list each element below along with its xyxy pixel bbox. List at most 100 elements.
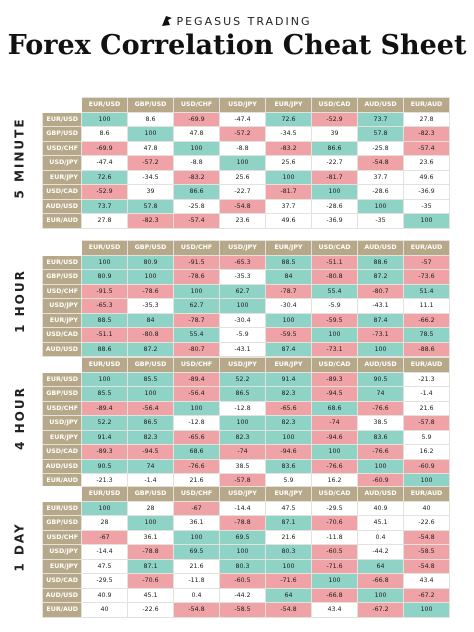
correlation-cell: 86.6 <box>311 140 358 156</box>
correlation-cell: 100 <box>81 500 128 516</box>
table-row: USD/JPY -65.3 -35.3 62.7 100 -30.4 -5.9 -43.1 11… <box>42 298 450 314</box>
correlation-cell: 100 <box>219 155 266 171</box>
column-header: EUR/USD <box>81 240 128 256</box>
section-2: 4 HOUR EUR/USD GBP/USD USD/CHF USD/JPY EUR/JP… <box>0 357 474 489</box>
correlation-cell: 38.5 <box>219 458 266 474</box>
row-header: EUR/USD <box>42 111 82 127</box>
correlation-cell: -57.4 <box>403 140 450 156</box>
correlation-cell: -78.8 <box>219 515 266 531</box>
correlation-cell: 47.8 <box>127 140 174 156</box>
correlation-cell: -83.2 <box>173 169 220 185</box>
correlation-cell: 100 <box>219 415 266 431</box>
correlation-table: EUR/USD GBP/USD USD/CHF USD/JPY EUR/JPY USD/C… <box>42 97 450 229</box>
correlation-cell: -57.8 <box>403 415 450 431</box>
correlation-cell: 72.6 <box>81 169 128 185</box>
correlation-cell: -76.6 <box>173 458 220 474</box>
table-row: USD/CHF -69.9 47.8 100 -8.8 -83.2 86.6 -25.8 -57… <box>42 140 450 156</box>
column-header: EUR/USD <box>81 357 128 373</box>
correlation-cell: 100 <box>265 312 312 328</box>
pegasus-logo-icon <box>162 16 173 26</box>
row-header: AUD/USD <box>42 587 82 603</box>
timeframe-label: 4 HOUR <box>13 386 28 450</box>
correlation-cell: -58.5 <box>403 544 450 560</box>
correlation-cell: 100 <box>403 473 450 489</box>
correlation-cell: -43.1 <box>357 298 404 314</box>
correlation-cell: 82.3 <box>219 429 266 445</box>
correlation-cell: 21.6 <box>265 529 312 545</box>
correlation-cell: 36.1 <box>127 529 174 545</box>
column-header: USD/CHF <box>173 486 220 502</box>
correlation-cell: 100 <box>311 184 358 200</box>
correlation-cell: -67 <box>81 529 128 545</box>
correlation-cell: -69.9 <box>81 140 128 156</box>
correlation-cell: 40.9 <box>81 587 128 603</box>
correlation-cell: 100 <box>81 254 128 270</box>
correlation-cell: -71.6 <box>265 573 312 589</box>
column-header: USD/JPY <box>219 97 266 113</box>
table-row: USD/CHF -89.4 -56.4 100 -12.8 -65.6 68.6 -76.6 2… <box>42 400 450 416</box>
correlation-cell: -28.6 <box>311 198 358 214</box>
correlation-cell: -69.9 <box>173 111 220 127</box>
correlation-cell: 36.1 <box>173 515 220 531</box>
correlation-cell: 8.6 <box>127 111 174 127</box>
correlation-cell: -47.4 <box>219 111 266 127</box>
correlation-cell: -56.4 <box>127 400 174 416</box>
column-header: EUR/JPY <box>265 240 312 256</box>
row-header: EUR/JPY <box>42 169 82 185</box>
correlation-cell: -76.6 <box>311 458 358 474</box>
table-row: EUR/JPY 72.6 -34.5 -83.2 25.6 100 -81.7 37.7 49.… <box>42 169 450 185</box>
column-header: EUR/AUD <box>403 486 450 502</box>
correlation-cell: 43.4 <box>311 602 358 618</box>
correlation-cell: 100 <box>403 213 450 229</box>
correlation-cell: -54.8 <box>403 529 450 545</box>
correlation-cell: 0.4 <box>357 529 404 545</box>
correlation-cell: 80.3 <box>219 558 266 574</box>
correlation-cell: -89.4 <box>81 400 128 416</box>
correlation-cell: 86.5 <box>127 415 174 431</box>
correlation-cell: -14.4 <box>81 544 128 560</box>
correlation-cell: 82.3 <box>265 415 312 431</box>
correlation-cell: -43.1 <box>219 341 266 357</box>
correlation-cell: 43.4 <box>403 573 450 589</box>
correlation-cell: -73.1 <box>311 341 358 357</box>
table-row: EUR/JPY 88.5 84 -78.7 -30.4 100 -59.5 87.4 -66.2 <box>42 312 450 328</box>
correlation-cell: -80.8 <box>127 327 174 343</box>
correlation-cell: 100 <box>127 515 174 531</box>
correlation-cell: -57.8 <box>219 473 266 489</box>
correlation-cell: -66.8 <box>311 587 358 603</box>
table-row: EUR/JPY 91.4 82.3 -65.6 82.3 100 -94.6 83.6 5.9 <box>42 429 450 445</box>
correlation-cell: 100 <box>219 298 266 314</box>
row-header: GBP/USD <box>42 126 82 142</box>
column-header: USD/CHF <box>173 357 220 373</box>
column-header: USD/CAD <box>311 240 358 256</box>
correlation-cell: 100 <box>265 429 312 445</box>
table-row: USD/JPY 52.2 86.5 -12.8 100 82.3 -74 38.5 -57.8 <box>42 415 450 431</box>
correlation-cell: -11.8 <box>173 573 220 589</box>
correlation-cell: 16.2 <box>403 444 450 460</box>
correlation-cell: 21.6 <box>173 558 220 574</box>
correlation-cell: -67.2 <box>357 602 404 618</box>
column-header: USD/JPY <box>219 357 266 373</box>
correlation-cell: 45.1 <box>127 587 174 603</box>
correlation-table: EUR/USD GBP/USD USD/CHF USD/JPY EUR/JPY USD/C… <box>42 357 450 489</box>
correlation-cell: -76.6 <box>357 400 404 416</box>
correlation-cell: -73.6 <box>403 269 450 285</box>
row-header: AUD/USD <box>42 341 82 357</box>
correlation-cell: 47.5 <box>81 558 128 574</box>
column-header: USD/JPY <box>219 240 266 256</box>
column-header: EUR/USD <box>81 97 128 113</box>
correlation-cell: 74 <box>127 458 174 474</box>
corner-cell <box>42 240 82 256</box>
correlation-cell: 84 <box>127 312 174 328</box>
correlation-cell: 21.6 <box>173 473 220 489</box>
correlation-cell: 86.6 <box>173 184 220 200</box>
correlation-cell: 100 <box>219 544 266 560</box>
correlation-cell: -35 <box>357 213 404 229</box>
correlation-cell: -82.3 <box>403 126 450 142</box>
correlation-cell: -78.7 <box>173 312 220 328</box>
row-header: EUR/AUD <box>42 213 82 229</box>
table-row: EUR/AUD 40 -22.6 -54.8 -58.5 -54.8 43.4 -67.2 10… <box>42 602 450 618</box>
correlation-cell: -94.5 <box>127 444 174 460</box>
column-header: AUD/USD <box>357 486 404 502</box>
correlation-cell: -22.6 <box>403 515 450 531</box>
